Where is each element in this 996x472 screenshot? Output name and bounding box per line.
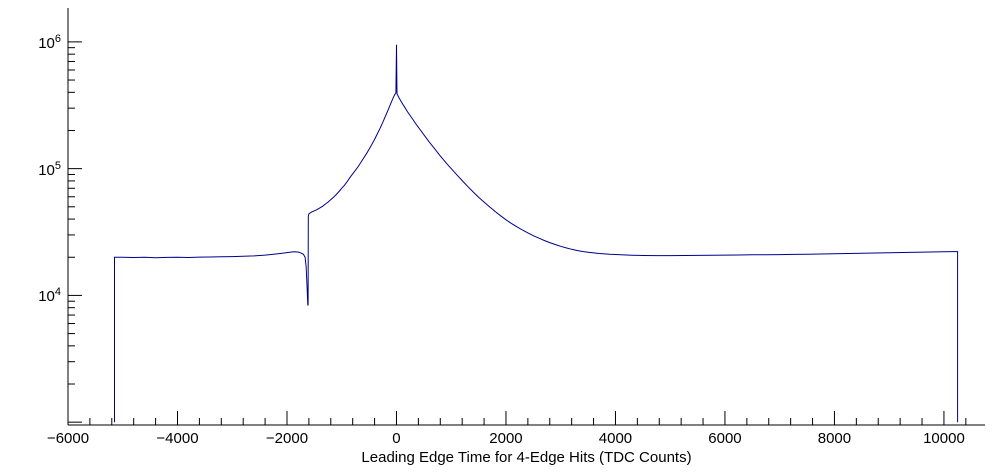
x-tick-label: 2000 <box>489 430 523 447</box>
x-tick-label: 10000 <box>923 430 965 447</box>
x-tick-label: 8000 <box>817 430 852 447</box>
x-tick-label: −2000 <box>265 430 309 447</box>
x-tick-label: 4000 <box>598 430 633 447</box>
histogram-line <box>114 44 959 423</box>
x-tick-label: 6000 <box>708 430 742 447</box>
x-axis-title: Leading Edge Time for 4-Edge Hits (TDC C… <box>361 449 692 466</box>
x-tick-label: −4000 <box>156 430 199 447</box>
y-tick-label: 105 <box>38 159 61 179</box>
y-tick-label: 106 <box>38 32 61 52</box>
y-tick-label: 104 <box>38 286 61 306</box>
x-tick-label: 0 <box>392 430 401 447</box>
x-tick-label: −6000 <box>46 430 90 447</box>
